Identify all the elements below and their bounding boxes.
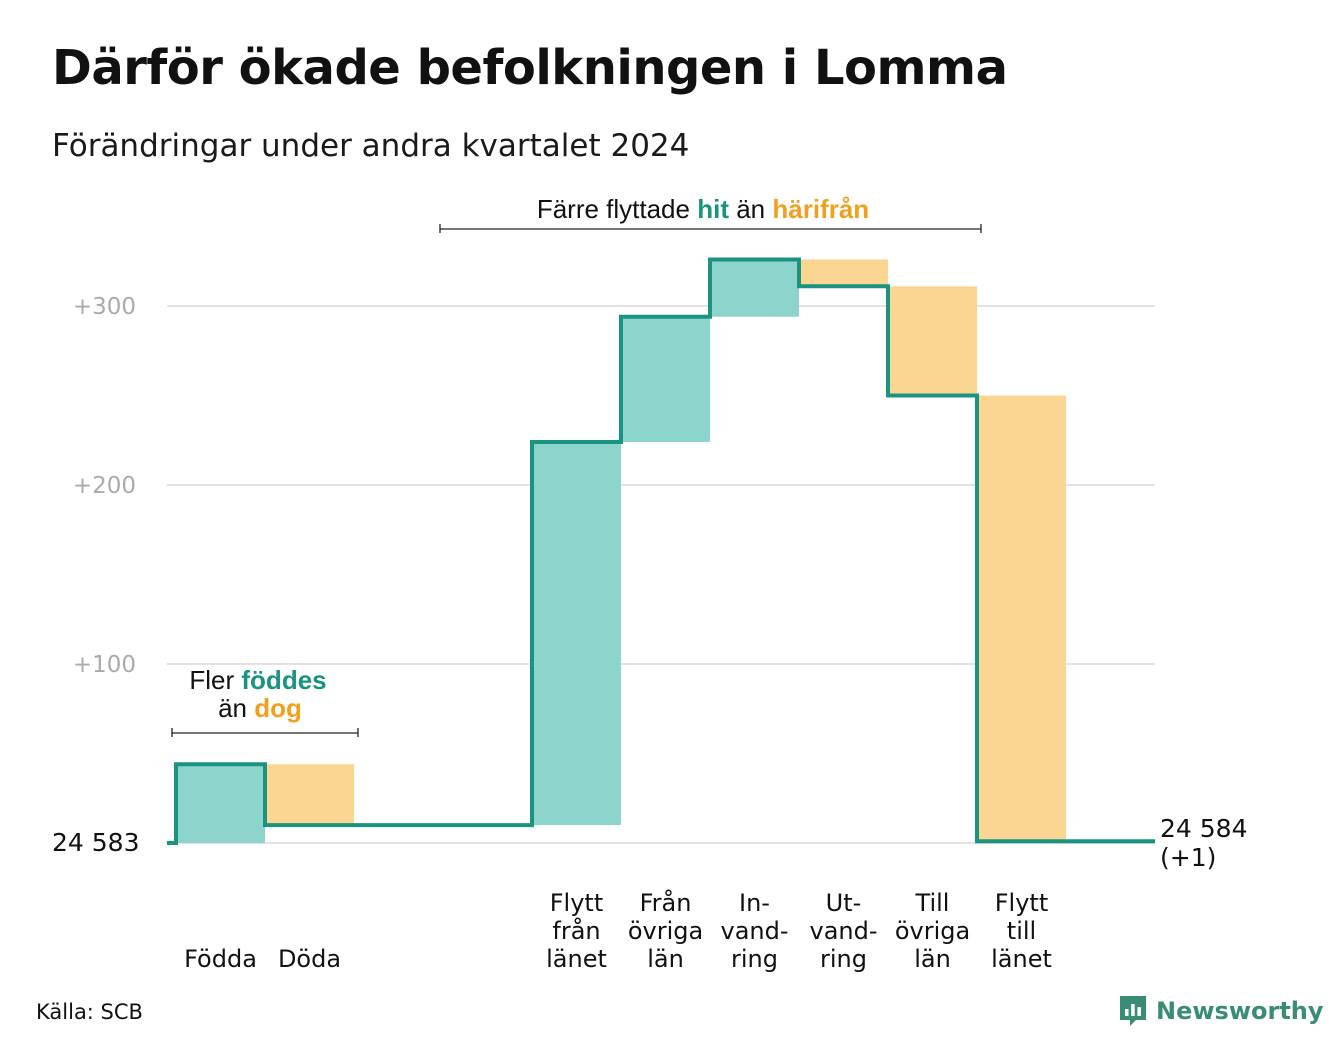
- category-label: vand-: [809, 917, 877, 945]
- category-label: ring: [731, 945, 778, 973]
- category-label: till: [1007, 917, 1036, 945]
- category-label: länet: [991, 945, 1052, 973]
- moves-ann-prefix: Färre flyttade: [537, 194, 690, 224]
- births-ann-highlight: föddes: [241, 665, 326, 695]
- bar-till-övriga-län: [888, 286, 977, 396]
- bar-döda: [265, 764, 354, 826]
- bar-från-övriga-län: [621, 316, 710, 443]
- category-label: Ut-: [826, 889, 862, 917]
- category-label: Födda: [184, 945, 257, 973]
- bar-invandring: [710, 259, 799, 317]
- category-label: övriga: [628, 917, 703, 945]
- category-labels: Födda DödaFlyttfrånlänetFrånövrigalänIn-v…: [184, 888, 1052, 973]
- deaths-ann-prefix: än: [218, 693, 247, 723]
- category-label: vand-: [720, 917, 788, 945]
- bars: [176, 259, 1066, 843]
- bar-flytt-till-länet: [977, 395, 1066, 842]
- moves-bracket: [439, 224, 982, 233]
- deaths-ann-highlight: dog: [254, 693, 302, 723]
- end-change-label: (+1): [1160, 843, 1216, 872]
- births-ann-prefix: Fler: [189, 665, 234, 695]
- newsworthy-logo-icon: [1120, 996, 1146, 1026]
- moves-annotation: Färre flyttade hit än härifrån: [439, 194, 982, 233]
- y-tick-label: +300: [73, 294, 136, 320]
- svg-text:än dog: än dog: [218, 693, 302, 723]
- source-note: Källa: SCB: [36, 1000, 143, 1024]
- y-tick-label: +100: [73, 652, 136, 678]
- end-value-label: 24 584: [1160, 814, 1247, 843]
- waterfall-chart: +100+200+300 Födda DödaFlyttfrånlänetFrån…: [52, 194, 1247, 973]
- start-value-label: 24 583: [52, 828, 139, 857]
- moves-ann-middle: än: [736, 194, 765, 224]
- y-tick-labels: +100 +200 +300: [73, 294, 136, 678]
- category-label: Döda: [278, 945, 341, 973]
- category-label: län: [914, 945, 951, 973]
- bar-födda: [176, 764, 265, 843]
- category-label: Flytt: [550, 889, 604, 917]
- chart-subtitle: Förändringar under andra kvartalet 2024: [52, 128, 690, 164]
- moves-ann-harifran: härifrån: [772, 194, 869, 224]
- brand-logo[interactable]: Newsworthy: [1118, 994, 1324, 1028]
- moves-ann-hit: hit: [697, 194, 729, 224]
- running-total-line: [167, 257, 1155, 845]
- svg-text:Färre flyttade hit: Färre flyttade hit än härifrån: [537, 194, 869, 224]
- brand-name: Newsworthy: [1156, 997, 1324, 1025]
- births-annotation: Fler föddes än dog: [171, 665, 359, 737]
- bar-flytt-från-länet: [532, 442, 621, 826]
- bar-utvandring: [799, 259, 888, 287]
- category-label: In-: [739, 889, 770, 917]
- births-bracket: [171, 728, 359, 737]
- chart-title: Därför ökade befolkningen i Lomma: [52, 40, 1008, 96]
- category-label: Till: [915, 889, 950, 917]
- category-label: från: [552, 916, 600, 945]
- category-label: Från: [640, 888, 692, 917]
- y-tick-label: +200: [73, 473, 136, 499]
- category-label: länet: [546, 945, 607, 973]
- category-label: Flytt: [995, 889, 1049, 917]
- category-label: ring: [820, 945, 867, 973]
- svg-text:Fler föddes: Fler föddes: [189, 665, 326, 695]
- category-label: län: [647, 945, 684, 973]
- category-label: övriga: [895, 917, 970, 945]
